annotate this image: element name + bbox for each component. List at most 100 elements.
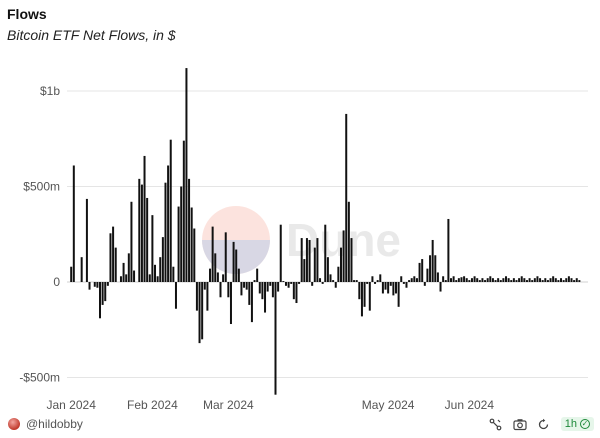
- bar[interactable]: [214, 253, 217, 282]
- bar[interactable]: [476, 278, 479, 282]
- bar[interactable]: [180, 186, 183, 283]
- bar[interactable]: [387, 282, 390, 294]
- bar[interactable]: [332, 280, 335, 282]
- bar[interactable]: [444, 280, 447, 282]
- bar[interactable]: [520, 276, 523, 282]
- bar[interactable]: [470, 278, 473, 282]
- bar[interactable]: [363, 282, 366, 307]
- bar[interactable]: [219, 282, 222, 298]
- bar[interactable]: [164, 182, 167, 282]
- bar[interactable]: [552, 276, 555, 282]
- bar[interactable]: [334, 282, 337, 288]
- bar[interactable]: [499, 280, 502, 282]
- bar[interactable]: [169, 139, 172, 282]
- bar[interactable]: [531, 280, 534, 282]
- bar[interactable]: [546, 280, 549, 282]
- bar[interactable]: [300, 238, 303, 282]
- bar[interactable]: [258, 282, 261, 294]
- bar[interactable]: [491, 278, 494, 282]
- bar[interactable]: [418, 262, 421, 282]
- bar[interactable]: [494, 280, 497, 282]
- bar[interactable]: [216, 272, 219, 282]
- bar[interactable]: [245, 282, 248, 290]
- bar[interactable]: [347, 201, 350, 282]
- bar[interactable]: [237, 268, 240, 282]
- bar[interactable]: [80, 257, 83, 282]
- bar[interactable]: [413, 276, 416, 282]
- bar[interactable]: [541, 280, 544, 282]
- bar[interactable]: [282, 281, 285, 282]
- bar[interactable]: [575, 278, 578, 282]
- bar[interactable]: [326, 257, 329, 282]
- bar[interactable]: [222, 274, 225, 282]
- bar[interactable]: [264, 282, 267, 313]
- refresh-interval-badge[interactable]: 1h ✓: [560, 417, 594, 431]
- bar[interactable]: [209, 268, 212, 282]
- bar[interactable]: [460, 277, 463, 282]
- avatar[interactable]: [8, 418, 20, 430]
- bar[interactable]: [457, 278, 460, 282]
- bar[interactable]: [554, 278, 557, 282]
- bar[interactable]: [308, 239, 311, 282]
- bar[interactable]: [439, 282, 442, 292]
- bar[interactable]: [148, 274, 151, 282]
- bar[interactable]: [410, 278, 413, 282]
- camera-icon[interactable]: [513, 417, 527, 431]
- bar[interactable]: [114, 247, 117, 282]
- bar[interactable]: [360, 282, 363, 317]
- bar[interactable]: [177, 206, 180, 282]
- bar[interactable]: [119, 276, 122, 282]
- bar[interactable]: [138, 178, 141, 282]
- bar[interactable]: [426, 268, 429, 282]
- bar[interactable]: [167, 165, 170, 282]
- bar[interactable]: [368, 282, 371, 311]
- username[interactable]: @hildobby: [26, 417, 83, 431]
- bar[interactable]: [269, 282, 272, 286]
- bar[interactable]: [523, 278, 526, 282]
- bar[interactable]: [182, 140, 185, 282]
- bar[interactable]: [240, 282, 243, 296]
- bar[interactable]: [174, 282, 177, 309]
- bar[interactable]: [321, 282, 324, 284]
- bar[interactable]: [353, 280, 356, 282]
- bar[interactable]: [256, 268, 259, 282]
- bar[interactable]: [279, 224, 282, 282]
- bar[interactable]: [156, 276, 159, 282]
- bar[interactable]: [159, 257, 162, 282]
- bar[interactable]: [429, 255, 432, 282]
- bar[interactable]: [313, 247, 316, 282]
- bar[interactable]: [539, 278, 542, 282]
- bar[interactable]: [463, 276, 466, 282]
- bar[interactable]: [161, 237, 164, 282]
- bar[interactable]: [303, 259, 306, 282]
- bar[interactable]: [193, 228, 196, 282]
- bar[interactable]: [104, 282, 107, 302]
- bar[interactable]: [525, 280, 528, 282]
- bar[interactable]: [405, 282, 408, 288]
- bar[interactable]: [381, 282, 384, 294]
- bar[interactable]: [436, 272, 439, 282]
- bar[interactable]: [339, 247, 342, 282]
- bar[interactable]: [232, 241, 235, 282]
- bar[interactable]: [374, 282, 377, 284]
- bar[interactable]: [271, 282, 274, 298]
- bar[interactable]: [431, 239, 434, 282]
- bar[interactable]: [133, 270, 136, 282]
- bar[interactable]: [261, 282, 264, 300]
- bar[interactable]: [345, 113, 348, 282]
- bar[interactable]: [497, 278, 500, 282]
- bar[interactable]: [154, 264, 157, 282]
- bar[interactable]: [402, 282, 405, 284]
- bar[interactable]: [316, 238, 319, 282]
- bar[interactable]: [72, 165, 75, 282]
- bar[interactable]: [85, 198, 88, 282]
- bar[interactable]: [206, 282, 209, 311]
- bar[interactable]: [392, 282, 395, 296]
- bar[interactable]: [277, 282, 280, 292]
- bar[interactable]: [201, 282, 204, 340]
- bar[interactable]: [397, 282, 400, 307]
- bar[interactable]: [253, 280, 256, 282]
- bar[interactable]: [450, 278, 453, 282]
- bar[interactable]: [266, 282, 269, 292]
- bar[interactable]: [350, 238, 353, 282]
